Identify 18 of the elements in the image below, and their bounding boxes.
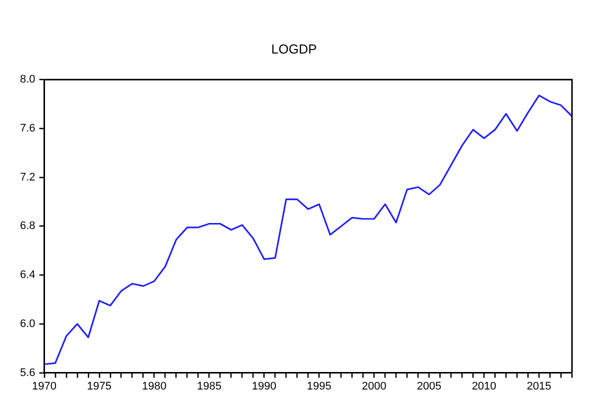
- x-tick-label: 1980: [142, 380, 166, 392]
- x-tick-label: 2010: [472, 380, 496, 392]
- y-tick-label: 6.0: [20, 318, 36, 330]
- y-tick-label: 5.6: [20, 366, 36, 379]
- x-tick-label: 2000: [362, 380, 386, 392]
- y-tick-label: 6.8: [20, 220, 36, 232]
- x-tick-label: 1995: [306, 380, 332, 392]
- chart-title: LOGDP: [271, 41, 317, 56]
- x-tick-label: 1985: [196, 380, 222, 392]
- x-tick-label: 1990: [252, 380, 276, 392]
- y-tick-label: 8.0: [20, 74, 36, 86]
- y-tick-label: 7.6: [20, 122, 36, 134]
- x-tick-label: 1975: [87, 380, 112, 392]
- x-tick-label: 2015: [526, 380, 552, 392]
- x-tick-label: 1970: [32, 380, 57, 392]
- y-tick-label: 7.2: [20, 171, 36, 184]
- x-tick-label: 2005: [416, 380, 442, 392]
- y-tick-label: 6.4: [20, 269, 36, 282]
